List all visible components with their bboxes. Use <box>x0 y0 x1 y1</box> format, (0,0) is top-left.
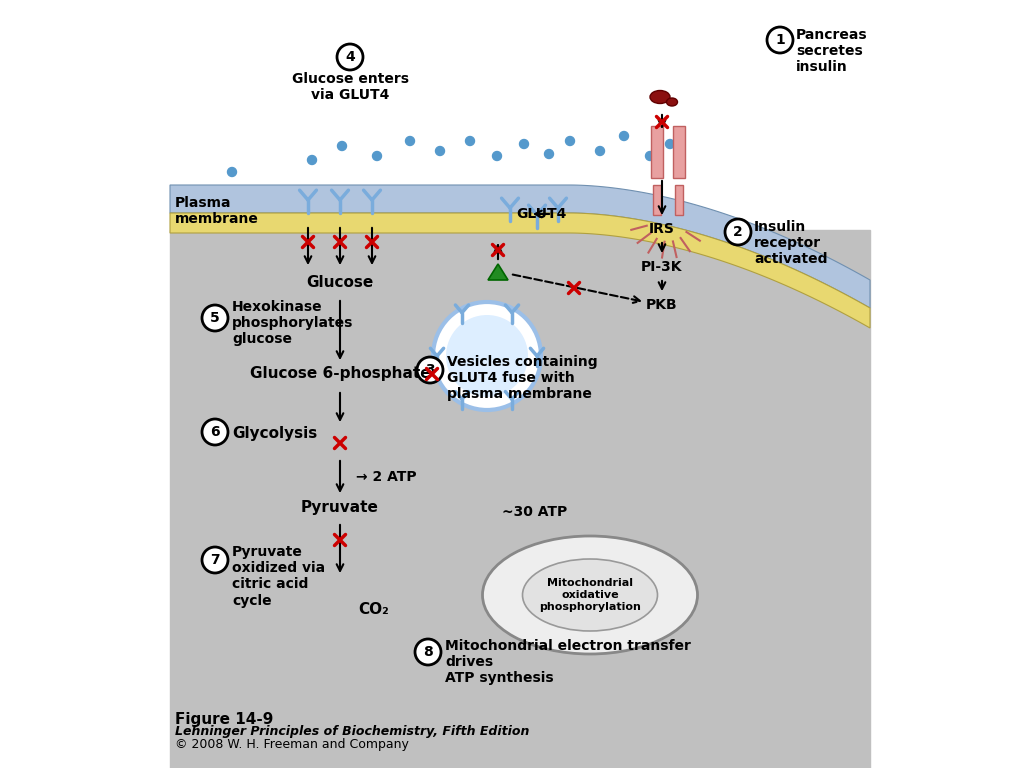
Text: PKB: PKB <box>646 298 678 312</box>
Text: PI-3K: PI-3K <box>641 260 683 274</box>
Ellipse shape <box>433 302 541 410</box>
Bar <box>675 185 683 215</box>
Circle shape <box>307 155 316 164</box>
Text: Glucose: Glucose <box>306 275 374 290</box>
Ellipse shape <box>650 91 670 104</box>
Text: Plasma
membrane: Plasma membrane <box>175 196 259 227</box>
Bar <box>673 126 685 178</box>
Text: Hexokinase
phosphorylates
glucose: Hexokinase phosphorylates glucose <box>232 300 353 346</box>
Circle shape <box>466 137 474 145</box>
Polygon shape <box>170 185 870 308</box>
Circle shape <box>227 167 237 177</box>
Circle shape <box>337 44 362 70</box>
Circle shape <box>202 305 228 331</box>
Circle shape <box>519 140 528 148</box>
Ellipse shape <box>522 559 657 631</box>
Text: → 2 ATP: → 2 ATP <box>356 470 417 484</box>
Text: 4: 4 <box>345 50 355 64</box>
Text: 3: 3 <box>425 363 435 377</box>
Circle shape <box>666 140 675 148</box>
Ellipse shape <box>667 98 678 106</box>
Ellipse shape <box>482 536 697 654</box>
Circle shape <box>545 150 554 158</box>
Circle shape <box>373 151 382 161</box>
Text: Mitochondrial electron transfer
drives
ATP synthesis: Mitochondrial electron transfer drives A… <box>445 639 691 685</box>
Text: CO₂: CO₂ <box>358 603 389 617</box>
Circle shape <box>565 137 574 145</box>
Text: © 2008 W. H. Freeman and Company: © 2008 W. H. Freeman and Company <box>175 738 409 751</box>
Text: Pyruvate: Pyruvate <box>301 500 379 515</box>
Text: Pyruvate
oxidized via
citric acid
cycle: Pyruvate oxidized via citric acid cycle <box>232 545 326 607</box>
Text: 7: 7 <box>210 553 220 567</box>
Circle shape <box>767 27 793 53</box>
Text: Glycolysis: Glycolysis <box>232 426 317 441</box>
Text: IRS: IRS <box>649 222 675 236</box>
Circle shape <box>435 147 444 155</box>
Circle shape <box>620 131 629 141</box>
Text: ~30 ATP: ~30 ATP <box>502 505 567 519</box>
Text: 1: 1 <box>775 33 784 47</box>
Polygon shape <box>488 264 508 280</box>
Text: 2: 2 <box>733 225 742 239</box>
Bar <box>170 0 870 185</box>
Text: Mitochondrial
oxidative
phosphorylation: Mitochondrial oxidative phosphorylation <box>539 578 641 611</box>
Text: 6: 6 <box>210 425 220 439</box>
Text: Glucose enters
via GLUT4: Glucose enters via GLUT4 <box>292 72 409 102</box>
Text: Glucose 6-phosphate: Glucose 6-phosphate <box>250 366 430 381</box>
Text: 5: 5 <box>210 311 220 325</box>
Bar <box>653 185 662 215</box>
Circle shape <box>725 219 751 245</box>
Circle shape <box>645 151 654 161</box>
Text: Vesicles containing
GLUT4 fuse with
plasma membrane: Vesicles containing GLUT4 fuse with plas… <box>447 355 598 402</box>
Bar <box>170 230 870 768</box>
Bar <box>651 126 663 178</box>
Text: GLUT4: GLUT4 <box>516 207 566 221</box>
Circle shape <box>596 147 604 155</box>
Circle shape <box>202 547 228 573</box>
Circle shape <box>417 357 443 383</box>
Circle shape <box>406 137 415 145</box>
Polygon shape <box>170 213 870 328</box>
Circle shape <box>493 151 502 161</box>
Circle shape <box>415 639 441 665</box>
Text: Pancreas
secretes
insulin: Pancreas secretes insulin <box>796 28 867 74</box>
Text: Figure 14-9: Figure 14-9 <box>175 712 273 727</box>
Ellipse shape <box>446 315 528 397</box>
Circle shape <box>202 419 228 445</box>
Text: Lehninger Principles of Biochemistry, Fifth Edition: Lehninger Principles of Biochemistry, Fi… <box>175 725 529 738</box>
Circle shape <box>338 141 346 151</box>
Bar <box>170 0 870 185</box>
Text: Insulin
receptor
activated: Insulin receptor activated <box>754 220 827 266</box>
Text: 8: 8 <box>423 645 433 659</box>
